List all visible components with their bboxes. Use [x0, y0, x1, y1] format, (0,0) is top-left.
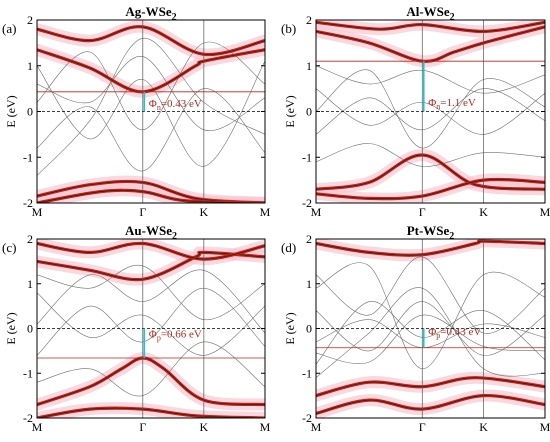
y-tick-label: 2 [27, 13, 33, 27]
kpoint-label: M [540, 205, 550, 219]
panel-title-main: Al-WSe [406, 4, 450, 19]
band-line-wse2-core [316, 240, 545, 256]
y-tick-label: -1 [302, 366, 312, 380]
kpoint-label: M [260, 420, 271, 434]
barrier-symbol: Φ [428, 97, 436, 109]
y-tick-label: -1 [23, 150, 33, 164]
band-line-metal [37, 341, 265, 397]
barrier-annotation: Φp=0.66 eV [149, 328, 202, 342]
y-axis-label: E (eV) [283, 95, 297, 127]
y-tick-label: 0 [306, 322, 312, 336]
panel-title-subscript: 2 [172, 12, 177, 23]
kpoint-label: Γ [139, 420, 146, 434]
panel-title-main: Au-WSe [125, 223, 172, 238]
kpoint-label: K [479, 205, 488, 219]
panel-title: Pt-WSe2 [407, 223, 455, 242]
kpoint-label: K [200, 420, 209, 434]
barrier-subscript: n [436, 102, 440, 111]
barrier-symbol: Φ [149, 328, 157, 340]
barrier-annotation: Φn=0.43 eV [149, 98, 202, 112]
y-tick-label: -1 [302, 150, 312, 164]
y-tick-label: 1 [306, 59, 312, 73]
y-tick-label: 2 [306, 232, 312, 246]
y-axis-label: E (eV) [4, 312, 18, 344]
y-tick-label: 1 [306, 277, 312, 291]
panel-title: Ag-WSe2 [125, 4, 176, 23]
y-tick-label: -1 [23, 366, 33, 380]
y-tick-label: 2 [27, 232, 33, 246]
kpoint-label: M [32, 420, 43, 434]
y-tick-label: 1 [27, 277, 33, 291]
panel-title: Al-WSe2 [406, 4, 454, 23]
barrier-value: =0.66 eV [161, 328, 202, 340]
y-axis-label: E (eV) [283, 312, 297, 344]
barrier-subscript: p [436, 331, 440, 340]
y-tick-label: -2 [23, 196, 33, 210]
barrier-annotation: Φn=1.1 eV [428, 97, 476, 111]
y-tick-label: -2 [302, 411, 312, 425]
kpoint-label: M [540, 420, 550, 434]
panel-title-subscript: 2 [449, 231, 454, 242]
y-axis-label: E (eV) [4, 95, 18, 127]
barrier-value: =0.43 eV [440, 326, 481, 338]
barrier-subscript: p [157, 333, 161, 342]
kpoint-label: Γ [139, 205, 146, 219]
kpoint-label: M [32, 205, 43, 219]
kpoint-label: K [479, 420, 488, 434]
kpoint-label: Γ [419, 420, 426, 434]
kpoint-label: M [260, 205, 271, 219]
barrier-value: =0.43 eV [161, 98, 202, 110]
panel-title-main: Pt-WSe [407, 223, 450, 238]
band-line-wse2-core [37, 252, 265, 281]
band-line-wse2-core [316, 26, 545, 62]
y-tick-label: -2 [23, 411, 33, 425]
barrier-symbol: Φ [149, 98, 157, 110]
panel-title-main: Ag-WSe [125, 4, 171, 19]
y-tick-label: 1 [27, 59, 33, 73]
y-tick-label: 0 [27, 105, 33, 119]
barrier-value: =1.1 eV [440, 97, 476, 109]
panel-label: (a) [2, 21, 16, 36]
panel-title-subscript: 2 [450, 12, 455, 23]
panel-label: (c) [2, 240, 16, 255]
kpoint-label: Γ [419, 205, 426, 219]
plot-area [316, 20, 545, 203]
plot-area [37, 20, 265, 203]
barrier-symbol: Φ [428, 326, 436, 338]
kpoint-label: M [311, 420, 322, 434]
plot-area [316, 239, 545, 418]
kpoint-label: K [200, 205, 209, 219]
plot-area [37, 239, 265, 418]
y-tick-label: 2 [306, 13, 312, 27]
panel-title-subscript: 2 [172, 231, 177, 242]
panel-label: (b) [281, 21, 296, 36]
kpoint-label: M [311, 205, 322, 219]
y-tick-label: 0 [306, 105, 312, 119]
barrier-annotation: Φp=0.43 eV [428, 326, 481, 340]
panel-label: (d) [281, 240, 296, 255]
y-tick-label: 0 [27, 322, 33, 336]
panel-title: Au-WSe2 [125, 223, 177, 242]
barrier-subscript: n [157, 103, 161, 112]
band-line-wse2-core [37, 49, 265, 93]
y-tick-label: -2 [302, 196, 312, 210]
